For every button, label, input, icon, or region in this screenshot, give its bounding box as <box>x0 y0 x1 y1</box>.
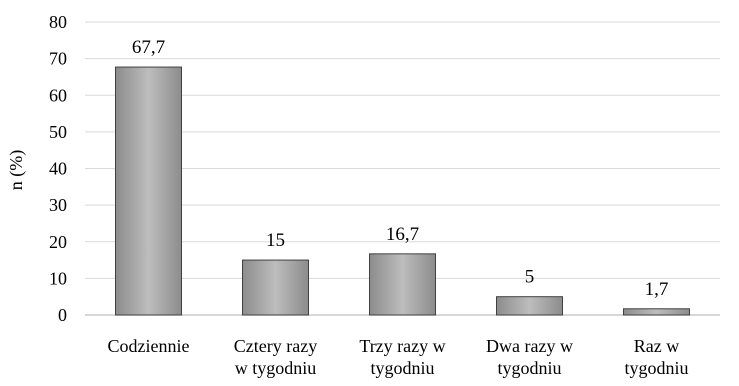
x-tick-label-line: tygodniu <box>624 358 688 378</box>
y-tick-label: 50 <box>49 122 67 142</box>
y-tick-label: 40 <box>49 159 67 179</box>
bar <box>115 66 182 316</box>
y-tick-label: 10 <box>49 268 67 288</box>
bar <box>623 308 690 316</box>
data-label: 1,7 <box>645 279 669 300</box>
data-label: 67,7 <box>132 37 165 58</box>
x-tick-label: Dwa razy w tygodniu <box>486 336 573 378</box>
bars <box>115 66 690 316</box>
bar <box>369 253 436 316</box>
x-tick-label-line: w tygodniu <box>235 358 317 378</box>
x-tick-label-line: Trzy razy w <box>359 336 445 356</box>
y-tick-label: 70 <box>49 49 67 69</box>
bar <box>242 259 309 316</box>
data-label: 15 <box>266 230 285 251</box>
y-tick-label: 30 <box>49 195 67 215</box>
x-tick-label: Cztery razy w tygodniu <box>234 336 317 378</box>
x-tick-label: Codziennie <box>108 336 190 356</box>
y-tick-label: 60 <box>49 85 67 105</box>
y-tick-label: 20 <box>49 232 67 252</box>
x-tick-label-line: Codziennie <box>108 336 190 356</box>
data-labels: 67,7 15 16,7 5 1,7 <box>132 37 669 300</box>
x-tick-labels: Codziennie Cztery razy w tygodniu Trzy razy… <box>108 336 689 378</box>
x-tick-label: Raz w tygodniu <box>624 336 688 378</box>
x-tick-label-line: Raz w <box>634 336 679 356</box>
gridlines <box>85 21 720 279</box>
x-tick-label-line: Dwa razy w <box>486 336 573 356</box>
y-tick-label: 0 <box>58 305 67 325</box>
x-tick-label-line: Cztery razy <box>234 336 317 356</box>
data-label: 5 <box>525 267 535 288</box>
y-tick-label: 80 <box>49 12 67 32</box>
x-tick-label-line: tygodniu <box>497 358 561 378</box>
y-tick-labels: 0 10 20 30 40 50 60 70 80 <box>49 12 67 325</box>
x-tick-label: Trzy razy w tygodniu <box>359 336 445 378</box>
data-label: 16,7 <box>386 224 419 245</box>
x-tick-label-line: tygodniu <box>370 358 434 378</box>
y-axis-label: n (%) <box>6 150 27 190</box>
bar <box>496 296 563 316</box>
